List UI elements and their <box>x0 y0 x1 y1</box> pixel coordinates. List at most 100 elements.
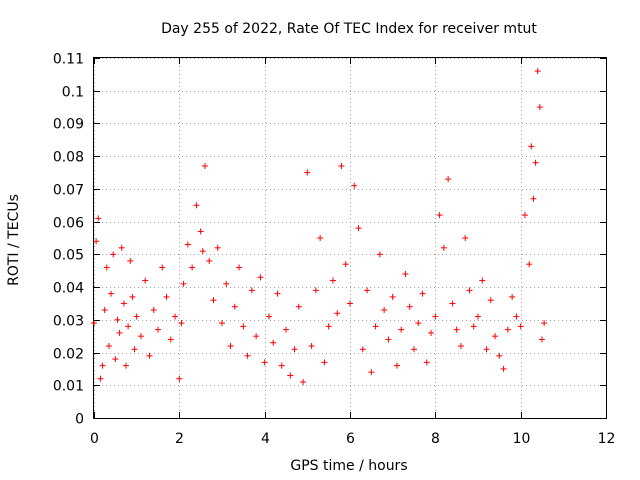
data-point <box>142 277 149 284</box>
data-point <box>103 264 110 271</box>
y-tick-label: 0.08 <box>53 150 84 166</box>
data-point <box>457 343 464 349</box>
y-tick-label: 0.02 <box>53 347 84 363</box>
data-point <box>364 287 371 294</box>
data-point <box>95 215 102 222</box>
data-point <box>129 293 136 300</box>
data-point <box>479 277 486 284</box>
data-point <box>398 326 405 333</box>
y-tick-label: 0.01 <box>53 379 84 395</box>
data-point <box>368 369 375 376</box>
data-point <box>406 303 413 310</box>
x-tick-label: 2 <box>175 431 184 447</box>
data-point <box>536 104 543 111</box>
data-point <box>127 257 134 264</box>
data-point <box>347 300 353 307</box>
data-point <box>304 169 311 176</box>
data-point <box>193 202 200 209</box>
data-point <box>509 293 516 300</box>
data-point <box>436 212 443 219</box>
x-tick-label: 8 <box>431 431 440 447</box>
data-point <box>355 225 362 232</box>
data-point <box>381 307 388 313</box>
data-point <box>411 346 417 353</box>
data-point <box>287 372 294 379</box>
data-point <box>274 290 281 297</box>
data-point <box>118 244 125 251</box>
data-point <box>257 274 264 281</box>
data-point <box>244 352 251 359</box>
data-point <box>283 326 289 333</box>
data-point <box>189 264 196 271</box>
data-point <box>325 323 332 330</box>
data-point <box>137 333 144 340</box>
x-tick-label: 6 <box>346 431 355 447</box>
data-point <box>423 359 430 366</box>
data-point <box>475 313 481 320</box>
data-point <box>541 320 548 327</box>
data-point <box>97 375 104 382</box>
data-point <box>108 290 115 297</box>
data-point <box>534 68 541 75</box>
y-tick-label: 0.04 <box>53 281 84 297</box>
data-point <box>101 307 108 313</box>
data-point <box>487 297 494 304</box>
data-point <box>393 362 400 369</box>
data-point <box>440 244 447 251</box>
x-tick-label: 12 <box>598 431 616 447</box>
data-point <box>240 323 247 330</box>
data-point <box>223 280 230 287</box>
y-axis-tick-labels: 0 0.01 0.02 0.03 0.04 0.05 0.06 0.07 0.08 0.09 0.1… <box>53 52 84 428</box>
grid-lines <box>94 58 607 419</box>
data-point <box>180 280 187 287</box>
data-point <box>492 333 499 340</box>
data-point <box>415 320 422 327</box>
data-points <box>91 68 548 385</box>
data-point <box>521 212 528 219</box>
data-point <box>453 326 460 333</box>
data-point <box>110 251 117 258</box>
data-point <box>449 300 456 307</box>
data-point <box>206 257 213 264</box>
data-point <box>178 320 185 327</box>
data-point <box>470 323 477 330</box>
data-point <box>99 362 106 369</box>
y-axis-label: ROTI / TECUs <box>6 194 22 286</box>
y-tick-label: 0 <box>75 412 84 428</box>
x-axis-tick-labels: 0 2 4 6 8 10 12 <box>90 431 615 447</box>
data-point <box>385 336 392 343</box>
data-point <box>112 356 119 363</box>
axis-ticks <box>94 58 607 419</box>
y-tick-label: 0.06 <box>53 216 84 232</box>
data-point <box>125 323 132 330</box>
data-point <box>351 182 358 189</box>
data-point <box>167 336 174 343</box>
data-point <box>402 271 409 277</box>
data-point <box>526 261 533 268</box>
data-point <box>91 320 97 327</box>
data-point <box>150 307 157 313</box>
data-point <box>500 365 507 372</box>
data-point <box>445 176 452 183</box>
y-tick-label: 0.09 <box>53 117 84 133</box>
data-point <box>342 261 349 268</box>
data-point <box>197 228 204 235</box>
data-point <box>334 310 341 317</box>
chart-title: Day 255 of 2022, Rate Of TEC Index for r… <box>161 21 537 37</box>
data-point <box>210 297 217 304</box>
data-point <box>419 290 426 297</box>
data-point <box>146 352 153 359</box>
data-point <box>504 326 511 333</box>
x-tick-label: 4 <box>261 431 270 447</box>
data-point <box>312 287 319 294</box>
data-point <box>265 313 272 320</box>
data-point <box>496 352 503 359</box>
data-point <box>219 320 225 327</box>
data-point <box>338 163 345 169</box>
data-point <box>329 277 336 284</box>
data-point <box>270 339 277 346</box>
data-point <box>539 336 545 343</box>
data-point <box>300 379 307 385</box>
data-point <box>199 248 206 255</box>
